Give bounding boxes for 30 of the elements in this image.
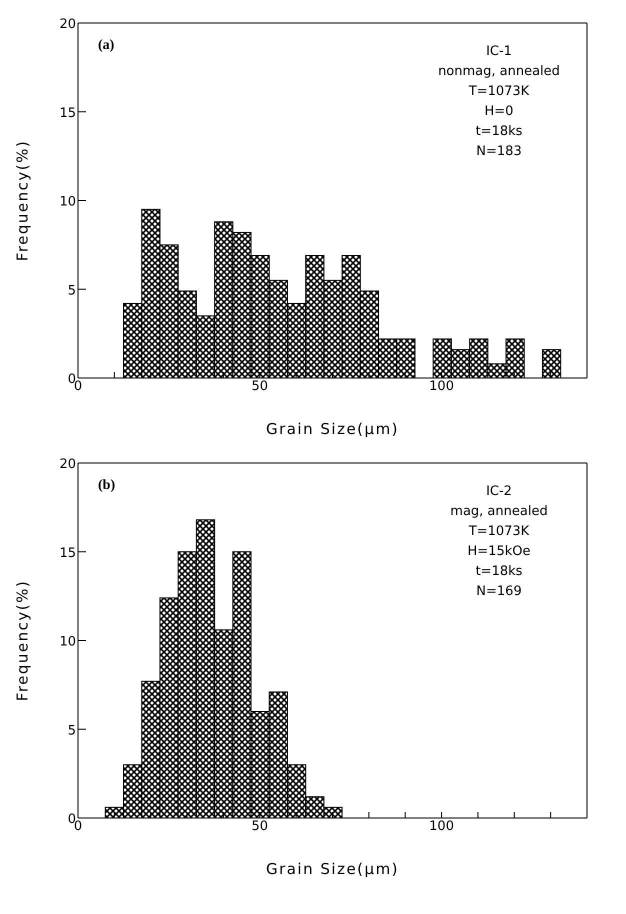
x-tick-label: 100 <box>429 379 454 394</box>
y-tick-label: 15 <box>59 106 76 121</box>
x-axis-title: Grain Size(μm) <box>266 420 400 438</box>
annotation: H=15kOe <box>466 543 532 561</box>
x-tick-label: 50 <box>252 379 268 394</box>
y-tick-label: 10 <box>59 194 76 210</box>
annotation: mag, annealed <box>449 503 549 521</box>
annotation: (b) <box>98 478 116 494</box>
y-axis-title: Frequency(%) <box>13 580 32 702</box>
annotation: H=0 <box>484 103 514 121</box>
annotation: N=169 <box>475 583 523 601</box>
annotation: IC-2 <box>485 483 513 501</box>
annotation: N=183 <box>475 143 523 161</box>
x-axis-title: Grain Size(μm) <box>266 860 400 878</box>
y-tick-label: 20 <box>59 17 76 32</box>
annotation: (a) <box>98 38 114 54</box>
annotation: t=18ks <box>474 123 524 141</box>
y-axis-title: Frequency(%) <box>13 140 32 262</box>
y-tick-label: 5 <box>68 283 76 298</box>
annotation: IC-1 <box>485 43 513 61</box>
x-tick-label: 50 <box>252 819 268 834</box>
y-tick-label: 20 <box>59 457 76 472</box>
x-tick-label: 100 <box>429 819 454 834</box>
y-tick-label: 15 <box>59 546 76 561</box>
y-tick-label: 10 <box>59 634 76 650</box>
annotation: t=18ks <box>474 563 524 581</box>
annotation: T=1073K <box>468 83 530 101</box>
annotation: T=1073K <box>468 523 530 541</box>
annotation: nonmag, annealed <box>437 63 561 81</box>
y-tick-label: 5 <box>68 723 76 738</box>
